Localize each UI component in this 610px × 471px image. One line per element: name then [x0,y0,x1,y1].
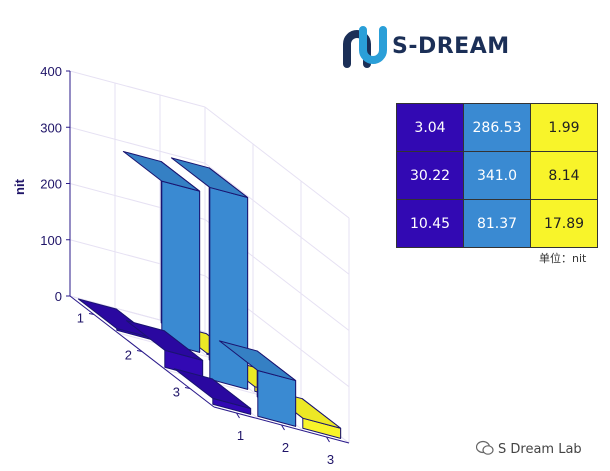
grid-line [204,106,350,219]
z-tick-label: 0 [55,289,62,304]
brand-name: S-DREAM [392,34,510,59]
logo-mark-icon [343,26,387,68]
bar-top-face [170,157,249,199]
z-tick-label: 400 [40,64,62,79]
bar [170,157,249,390]
x-tick [236,412,240,419]
grid-line [204,162,350,275]
table-row: 3.04 286.53 1.99 [396,103,598,152]
y-tick [184,387,191,389]
grid-line [69,70,206,108]
bar [218,340,297,427]
x-tick-label: 3 [327,452,334,467]
z-tick-label: 300 [40,120,62,135]
chart-labels: 0 100 200 300 400 1 2 3 1 2 3 nit [12,64,334,467]
table-cell: 10.45 [396,199,464,248]
watermark: S Dream Lab [475,440,582,457]
value-table: 3.04 286.53 1.99 30.22 341.0 8.14 10.45 … [396,103,598,248]
bar [122,150,201,353]
x-tick [281,424,285,431]
table-row: 30.22 341.0 8.14 [396,151,598,200]
y-tick-label: 2 [125,348,132,363]
bar-top-face [122,150,201,192]
watermark-text: S Dream Lab [498,442,582,457]
chart-axes [66,70,350,444]
chart-bars [77,150,342,439]
table-cell: 341.0 [463,151,531,200]
bar [173,368,252,415]
table-cell: 81.37 [463,199,531,248]
table-cell: 30.22 [396,151,464,200]
brand-logo: S-DREAM [340,24,515,70]
bar-top-face [173,368,252,409]
bar [125,320,204,378]
bar-front-face [209,186,249,390]
table-cell: 1.99 [530,103,598,152]
z-tick-label: 200 [40,177,62,192]
unit-note: 单位：nit [539,252,587,265]
table-cell: 17.89 [530,199,598,248]
bar-front-face [161,180,201,353]
bar-top-face [125,320,204,361]
table-cell: 3.04 [396,103,464,152]
table-cell: 8.14 [530,151,598,200]
x-tick [326,436,330,443]
grid-line [69,126,206,164]
bar-top-face [218,340,297,382]
z-tick-label: 100 [40,233,62,248]
y-tick [88,313,95,315]
x-tick-label: 2 [282,440,289,455]
y-tick-label: 3 [173,385,180,400]
table-cell: 286.53 [463,103,531,152]
y-tick-label: 1 [77,311,84,326]
x-tick-label: 1 [237,428,244,443]
z-axis-label: nit [12,178,27,195]
table-row: 10.45 81.37 17.89 [396,199,598,248]
y-tick [136,350,143,352]
wechat-icon [475,440,494,455]
